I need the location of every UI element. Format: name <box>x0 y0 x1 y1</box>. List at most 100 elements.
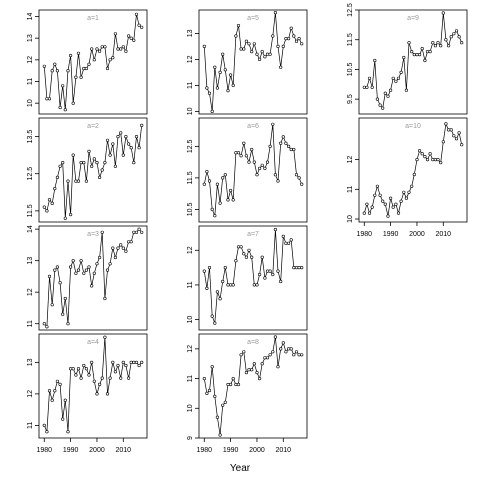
data-point <box>279 141 283 145</box>
x-tick-label: 2000 <box>249 447 265 454</box>
data-point <box>231 377 235 381</box>
data-point <box>134 230 139 234</box>
data-point <box>287 36 291 41</box>
data-point <box>234 259 238 263</box>
data-point <box>121 360 125 365</box>
data-point <box>113 370 117 374</box>
data-point <box>297 266 301 270</box>
data-point <box>221 52 225 56</box>
panel-a-1: 10 11 12 13 14 a=1 <box>27 9 148 115</box>
data-point <box>365 85 369 89</box>
data-point <box>76 268 81 272</box>
panel-frame <box>198 225 308 331</box>
data-point <box>250 147 254 152</box>
data-point <box>428 152 432 156</box>
data-point <box>447 44 451 48</box>
data-point <box>373 193 377 197</box>
data-point <box>42 322 46 326</box>
data-point <box>90 284 94 288</box>
data-point <box>87 373 91 377</box>
data-point <box>433 158 438 162</box>
data-point <box>247 42 251 46</box>
data-point <box>97 382 102 387</box>
x-tick-label: 1980 <box>196 447 212 454</box>
data-point <box>111 246 115 250</box>
data-point <box>42 205 46 209</box>
data-point <box>383 91 387 95</box>
panel-a-4: 11 12 13 1980 1990 2000 2010 a=4 <box>27 333 148 454</box>
panels-group: 10 11 12 13 14 a=1 10 11 12 13 a=5 9.5 10.5 11.5 12.5 a… <box>27 3 468 454</box>
data-point <box>221 176 225 180</box>
data-point <box>84 268 88 272</box>
data-point <box>389 88 393 92</box>
data-point <box>71 101 75 105</box>
data-point <box>255 283 259 287</box>
data-point <box>370 85 374 89</box>
data-point <box>207 266 212 270</box>
data-point <box>74 271 78 275</box>
data-point <box>244 371 248 375</box>
data-point <box>231 198 235 202</box>
x-tick-label: 1990 <box>223 447 239 454</box>
data-point <box>61 417 65 421</box>
data-point <box>294 266 299 270</box>
data-point <box>242 252 246 256</box>
data-point <box>287 347 291 351</box>
data-point <box>124 363 128 368</box>
data-point <box>294 173 299 177</box>
data-point <box>76 179 81 183</box>
data-point <box>287 144 291 148</box>
data-point <box>273 11 278 15</box>
data-point <box>383 202 387 206</box>
data-point <box>137 363 141 368</box>
data-point <box>66 179 70 183</box>
data-point <box>378 103 382 107</box>
data-point <box>82 66 86 71</box>
data-point <box>97 255 102 260</box>
data-point <box>415 158 419 162</box>
data-point <box>431 158 435 162</box>
data-point <box>399 70 403 74</box>
data-point <box>68 213 73 217</box>
data-point <box>252 362 256 366</box>
data-point <box>140 230 144 234</box>
data-point <box>105 268 110 272</box>
data-point <box>100 376 104 380</box>
data-point <box>124 49 128 53</box>
data-point <box>215 415 219 419</box>
data-point <box>391 205 395 209</box>
series-line <box>203 12 303 112</box>
data-point <box>210 109 214 113</box>
y-tick-label: 12.5 <box>347 3 354 17</box>
data-point <box>367 76 372 80</box>
x-tick-label: 2000 <box>89 447 105 454</box>
data-point <box>242 350 246 354</box>
data-point <box>137 146 141 150</box>
data-point <box>375 97 380 101</box>
data-point <box>103 296 107 301</box>
x-tick-label: 1990 <box>63 447 79 454</box>
y-tick-label: 12 <box>187 345 194 353</box>
data-point <box>276 179 280 183</box>
data-point <box>205 86 209 90</box>
data-point <box>127 376 131 380</box>
data-point <box>55 379 60 383</box>
data-point <box>137 23 141 27</box>
data-point <box>215 182 219 186</box>
panel-frame <box>38 225 148 331</box>
data-point <box>265 356 270 360</box>
data-point <box>236 382 241 387</box>
data-point <box>63 296 67 301</box>
data-point <box>407 190 411 194</box>
data-point <box>250 368 254 372</box>
data-point <box>226 198 230 202</box>
panel-label: a=10 <box>405 123 421 130</box>
panel-frame <box>198 9 308 115</box>
data-point <box>268 353 272 357</box>
panel-label: a=9 <box>407 15 419 22</box>
data-point <box>292 266 296 270</box>
data-point <box>265 269 270 273</box>
data-point <box>402 55 406 60</box>
data-point <box>103 161 107 165</box>
data-point <box>223 266 227 270</box>
